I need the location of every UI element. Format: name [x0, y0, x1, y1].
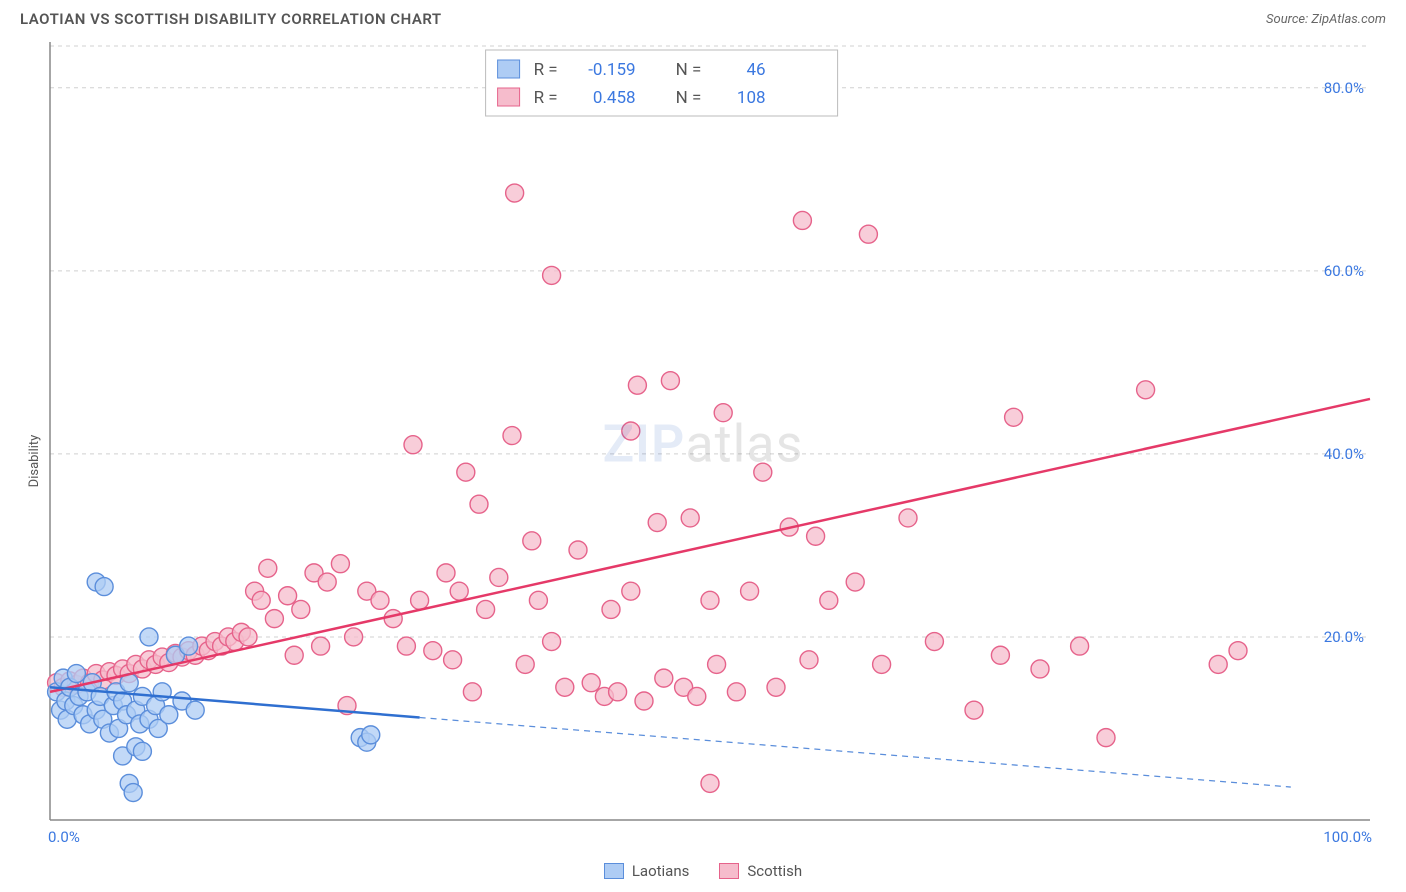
legend-item: Laotians: [604, 862, 690, 880]
svg-text:40.0%: 40.0%: [1324, 445, 1364, 463]
svg-text:-0.159: -0.159: [588, 60, 635, 80]
y-axis-label: Disability: [27, 435, 42, 488]
legend-label: Laotians: [632, 862, 690, 880]
chart-title: LAOTIAN VS SCOTTISH DISABILITY CORRELATI…: [20, 10, 442, 28]
svg-text:0.0%: 0.0%: [48, 828, 80, 846]
svg-text:R =: R =: [534, 88, 558, 108]
svg-text:R =: R =: [534, 60, 558, 80]
bottom-legend: Laotians Scottish: [0, 862, 1406, 880]
legend-swatch: [604, 863, 624, 879]
source-label: Source: ZipAtlas.com: [1266, 12, 1386, 27]
legend-label: Scottish: [747, 862, 802, 880]
chart-area: Disability ZIPatlas 20.0%40.0%60.0%80.0%…: [0, 36, 1406, 886]
svg-text:46: 46: [746, 60, 765, 80]
svg-text:80.0%: 80.0%: [1324, 79, 1364, 97]
svg-text:20.0%: 20.0%: [1324, 628, 1364, 646]
svg-text:N =: N =: [676, 88, 702, 108]
legend-swatch: [719, 863, 739, 879]
scatter-plot: 20.0% 40.0% 60.0% 80.0% 0.0% 100.0% R = -0.159 N…: [0, 36, 1406, 856]
svg-text:108: 108: [737, 88, 766, 108]
legend-item: Scottish: [719, 862, 802, 880]
svg-text:100.0%: 100.0%: [1323, 828, 1372, 846]
svg-text:60.0%: 60.0%: [1324, 262, 1364, 280]
svg-text:N =: N =: [676, 60, 702, 80]
svg-text:0.458: 0.458: [593, 88, 636, 108]
